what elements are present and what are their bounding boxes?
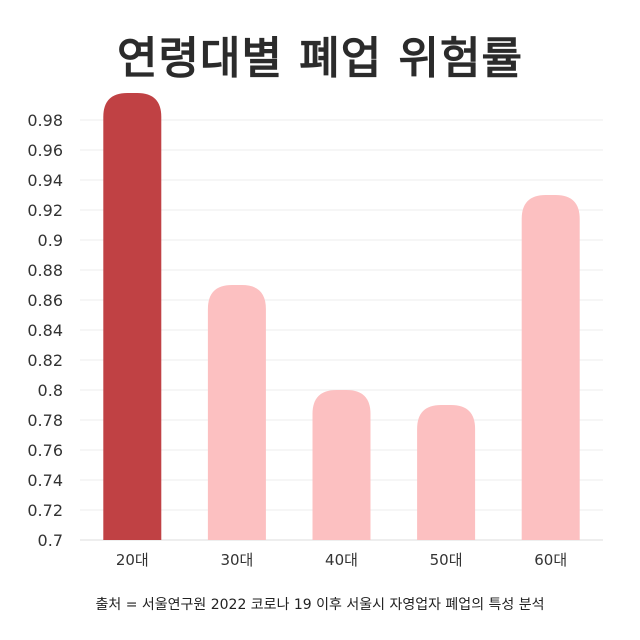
y-tick-label: 0.7 — [38, 531, 63, 550]
source-note: 출처 = 서울연구원 2022 코로나 19 이후 서울시 자영업자 폐업의 특… — [95, 597, 545, 613]
x-tick-label: 20대 — [116, 551, 149, 569]
bar-3 — [312, 390, 371, 540]
y-tick-label: 0.92 — [27, 201, 63, 220]
y-tick-label: 0.98 — [27, 111, 63, 130]
y-tick-label: 0.94 — [27, 171, 63, 190]
bars — [103, 93, 580, 540]
y-tick-label: 0.88 — [27, 261, 63, 280]
y-tick-label: 0.86 — [27, 291, 63, 310]
x-tick-label: 50대 — [430, 551, 463, 569]
y-tick-label: 0.72 — [27, 501, 63, 520]
x-tick-label: 40대 — [325, 551, 358, 569]
x-tick-label: 30대 — [220, 551, 253, 569]
y-tick-label: 0.74 — [27, 471, 63, 490]
y-axis: 0.7 0.72 0.74 0.76 0.78 0.8 0.82 0.84 0.86 0.88 0.… — [27, 111, 63, 550]
y-tick-label: 0.96 — [27, 141, 63, 160]
bar-2 — [207, 285, 266, 540]
y-tick-label: 0.9 — [38, 231, 63, 250]
y-tick-label: 0.84 — [27, 321, 63, 340]
grid-lines — [80, 119, 603, 541]
y-tick-label: 0.82 — [27, 351, 63, 370]
bar-4 — [417, 405, 476, 540]
bar-5 — [521, 195, 580, 540]
bar-1 — [103, 93, 162, 540]
x-tick-label: 60대 — [534, 551, 567, 569]
y-tick-label: 0.78 — [27, 411, 63, 430]
y-tick-label: 0.76 — [27, 441, 63, 460]
y-tick-label: 0.8 — [38, 381, 63, 400]
x-axis: 20대 30대 40대 50대 60대 — [116, 551, 567, 569]
chart-title: 연령대별 폐업 위험률 — [117, 33, 523, 84]
